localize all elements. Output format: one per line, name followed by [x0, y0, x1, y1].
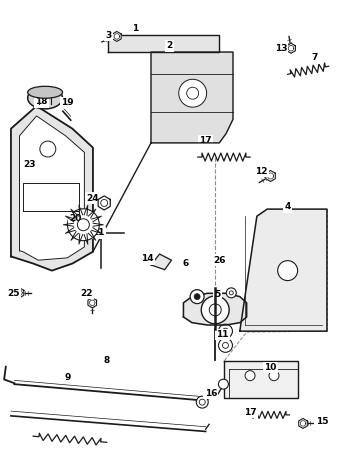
Text: 4: 4 — [284, 202, 291, 211]
Circle shape — [278, 261, 298, 281]
Circle shape — [190, 290, 204, 304]
Text: 7: 7 — [312, 53, 318, 62]
Text: 23: 23 — [23, 160, 36, 169]
Text: 6: 6 — [182, 259, 188, 268]
Text: 16: 16 — [204, 389, 217, 398]
Circle shape — [196, 396, 208, 408]
Text: 1: 1 — [132, 24, 139, 33]
Circle shape — [226, 288, 236, 298]
Polygon shape — [113, 31, 121, 41]
Circle shape — [201, 296, 229, 324]
Text: 2: 2 — [167, 41, 173, 50]
Text: 18: 18 — [35, 97, 48, 106]
Text: 24: 24 — [86, 194, 98, 203]
Text: 13: 13 — [274, 44, 287, 53]
Circle shape — [218, 324, 233, 338]
Polygon shape — [287, 43, 295, 53]
Polygon shape — [15, 288, 24, 298]
Polygon shape — [184, 294, 247, 325]
Circle shape — [245, 370, 255, 380]
Polygon shape — [20, 116, 84, 260]
Polygon shape — [108, 35, 219, 52]
Polygon shape — [151, 52, 233, 143]
Text: 25: 25 — [8, 289, 20, 298]
Polygon shape — [266, 171, 275, 181]
Circle shape — [40, 141, 56, 157]
Text: 19: 19 — [61, 98, 74, 107]
Text: 26: 26 — [213, 256, 226, 265]
Text: 15: 15 — [316, 417, 328, 426]
Text: 20: 20 — [69, 214, 81, 223]
Circle shape — [218, 379, 228, 389]
Ellipse shape — [28, 86, 62, 98]
Text: 14: 14 — [141, 254, 154, 263]
Circle shape — [218, 338, 233, 352]
Polygon shape — [23, 183, 79, 211]
Text: 17: 17 — [199, 136, 212, 145]
Circle shape — [194, 294, 200, 300]
Text: 3: 3 — [105, 30, 111, 39]
Polygon shape — [98, 196, 110, 210]
Circle shape — [269, 370, 279, 380]
Text: 9: 9 — [64, 372, 71, 381]
Text: 8: 8 — [104, 356, 110, 365]
Text: 17: 17 — [244, 408, 256, 417]
Circle shape — [179, 79, 206, 107]
Text: 10: 10 — [264, 363, 277, 372]
Polygon shape — [88, 298, 97, 308]
Ellipse shape — [28, 87, 62, 109]
Polygon shape — [151, 254, 172, 270]
Polygon shape — [11, 106, 93, 271]
Polygon shape — [240, 209, 327, 331]
Text: 12: 12 — [255, 167, 267, 176]
Polygon shape — [224, 361, 298, 399]
Text: 21: 21 — [92, 228, 104, 238]
Circle shape — [78, 219, 89, 231]
Text: 11: 11 — [216, 330, 229, 339]
Circle shape — [68, 209, 99, 241]
Text: 5: 5 — [214, 290, 221, 299]
Polygon shape — [299, 418, 307, 428]
Text: 22: 22 — [81, 289, 93, 298]
